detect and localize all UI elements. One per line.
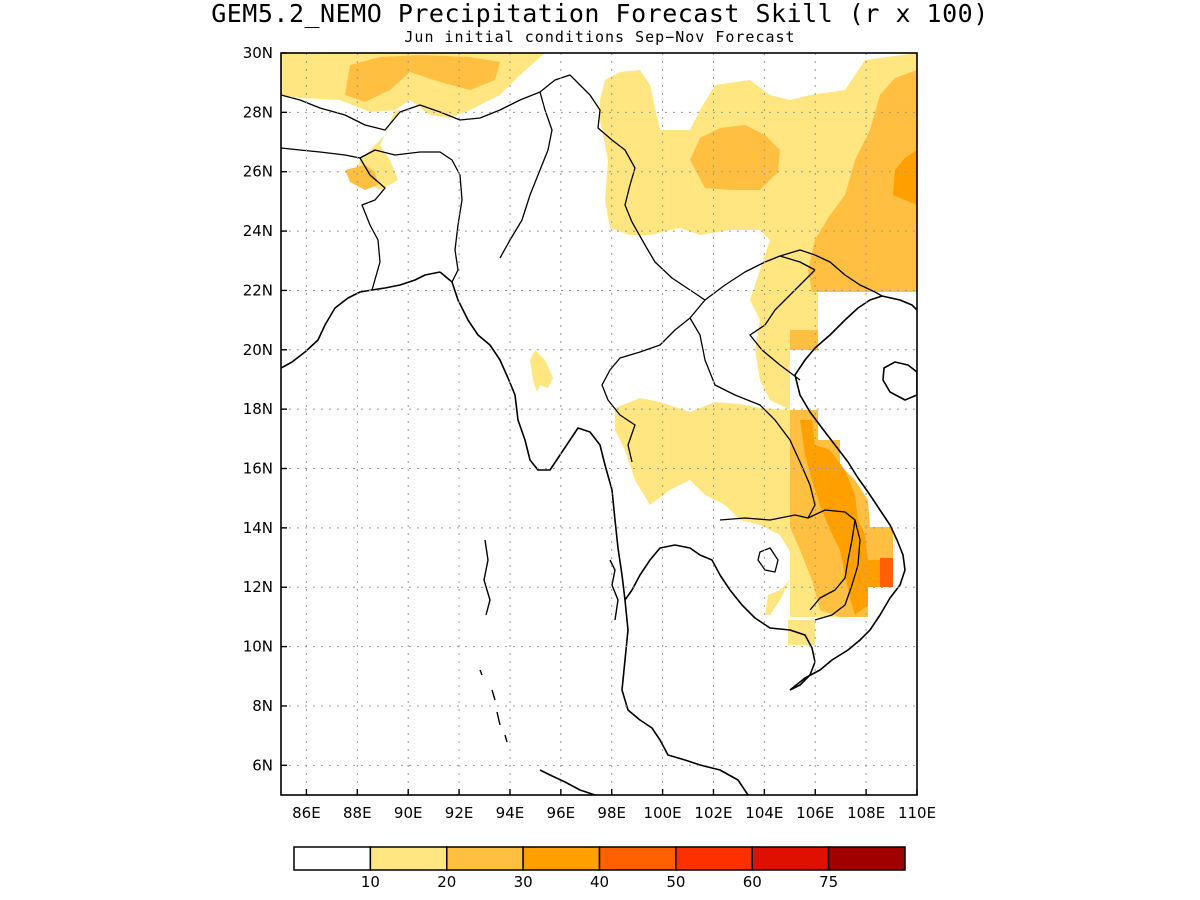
lon-tick-label: 108E: [847, 804, 885, 822]
lon-tick-label: 106E: [796, 804, 834, 822]
lon-tick-label: 110E: [898, 804, 936, 822]
lat-tick-label: 10N: [243, 638, 273, 656]
andaman-islands: [483, 539, 491, 616]
longitude-axis: 86E 88E 90E 92E 94E 96E 98E 100E 102E 104E 106E 108…: [292, 789, 936, 822]
lat-tick-label: 22N: [243, 281, 273, 299]
colorbar-label: 75: [819, 873, 838, 891]
contour-north-band: [281, 53, 545, 190]
lon-tick-label: 94E: [496, 804, 525, 822]
colorbar: 10 20 30 40 50 60 75: [293, 846, 906, 891]
lat-tick-label: 30N: [243, 44, 273, 62]
lat-tick-label: 6N: [252, 756, 273, 774]
coastline-vietnam: [789, 295, 917, 691]
colorbar-label: 60: [743, 873, 762, 891]
lon-tick-label: 100E: [644, 804, 682, 822]
colorbar-swatch: [446, 846, 524, 871]
lat-tick-label: 20N: [243, 341, 273, 359]
border-thailand-cambodia: [719, 509, 856, 611]
lon-tick-label: 104E: [745, 804, 783, 822]
contour-vietnam-band: [790, 330, 818, 350]
border-india-bangladesh: [281, 147, 463, 283]
lat-tick-label: 26N: [243, 163, 273, 181]
borders: [281, 74, 883, 621]
coastline-myanmar-west: [439, 271, 749, 795]
lat-tick-label: 24N: [243, 222, 273, 240]
coastline-gulf-thailand: [624, 544, 816, 691]
border-myanmar-china: [499, 91, 553, 259]
latitude-axis: 30N 28N 26N 24N 22N 20N 18N 16N 14N 12N 10N 8N 6N: [243, 44, 287, 774]
contour-east-china-peak: [893, 150, 917, 205]
border-himalaya: [281, 74, 636, 223]
border-thailand-laos: [689, 317, 816, 519]
colorbar-label: 20: [437, 873, 456, 891]
mergui-islands: [609, 559, 619, 621]
colorbar-swatch: [293, 846, 372, 871]
colorbar-swatch: [751, 846, 830, 871]
colorbar-swatch: [598, 846, 677, 871]
lat-tick-label: 18N: [243, 400, 273, 418]
border-cambodia-vietnam: [814, 519, 861, 621]
nicobar-islands: [479, 669, 508, 743]
contour-yunnan-peak: [690, 125, 780, 190]
contour-yunnan-band: [600, 53, 917, 410]
contour-myanmar-spot: [530, 350, 553, 392]
contour-thailand-laos-band: [615, 398, 818, 615]
chart-subtitle: Jun initial conditions Sep−Nov Forecast: [404, 28, 796, 46]
colorbar-swatch: [522, 846, 601, 871]
lat-tick-label: 14N: [243, 519, 273, 537]
border-myanmar-east: [601, 221, 706, 463]
coastline-hainan: [882, 361, 917, 401]
islands: [479, 539, 619, 743]
border-china-vietnam: [779, 249, 883, 297]
border-laos: [704, 255, 816, 381]
coastlines: [281, 271, 917, 795]
skill-contours: [281, 53, 917, 645]
lon-tick-label: 92E: [445, 804, 474, 822]
lon-tick-label: 90E: [394, 804, 423, 822]
contour-mekong-spot: [788, 620, 815, 645]
lon-tick-label: 102E: [694, 804, 732, 822]
contour-south-vietnam-peak: [880, 558, 893, 587]
lon-tick-label: 98E: [597, 804, 626, 822]
colorbar-swatch: [827, 846, 906, 871]
coastline-india-east: [281, 271, 441, 369]
plot-frame: [280, 52, 918, 796]
colorbar-label: 30: [514, 873, 533, 891]
lon-tick-label: 88E: [343, 804, 372, 822]
contour-central-vietnam-core: [800, 420, 880, 615]
lon-tick-label: 96E: [547, 804, 576, 822]
contour-east-china-band: [808, 70, 917, 292]
colorbar-swatch: [675, 846, 753, 871]
lat-tick-label: 12N: [243, 578, 273, 596]
border-tonle-sap: [757, 547, 779, 573]
chart-title: GEM5.2_NEMO Precipitation Forecast Skill…: [211, 0, 989, 28]
colorbar-swatch: [369, 846, 448, 871]
colorbar-label: 50: [666, 873, 685, 891]
contour-north-peak: [345, 55, 500, 102]
colorbar-label: 40: [590, 873, 609, 891]
lat-tick-label: 16N: [243, 460, 273, 478]
lat-tick-label: 28N: [243, 103, 273, 121]
border-bangladesh: [359, 157, 386, 291]
lat-tick-label: 8N: [252, 697, 273, 715]
coastline-malay: [539, 769, 596, 795]
lon-tick-label: 86E: [292, 804, 321, 822]
colorbar-label: 10: [361, 873, 380, 891]
